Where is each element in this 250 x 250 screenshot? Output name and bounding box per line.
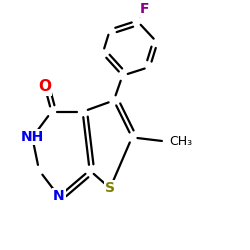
Text: NH: NH xyxy=(21,130,44,144)
Text: O: O xyxy=(38,79,51,94)
Text: S: S xyxy=(105,181,115,195)
Text: CH₃: CH₃ xyxy=(169,135,192,148)
Text: F: F xyxy=(140,2,150,16)
Text: N: N xyxy=(53,190,65,203)
